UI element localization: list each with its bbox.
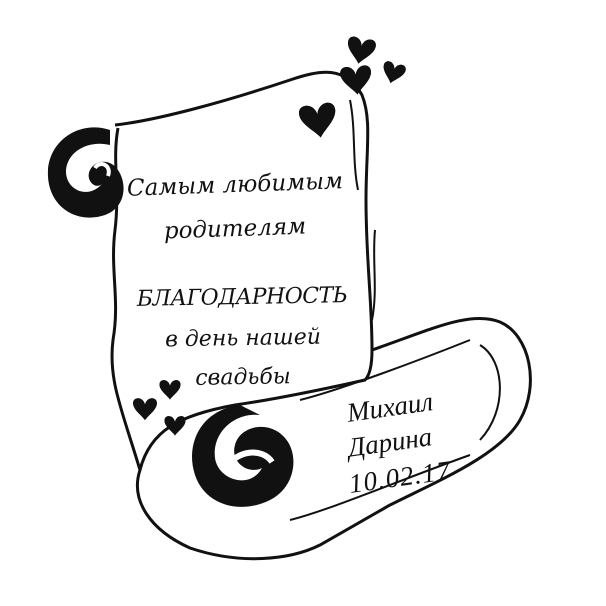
message-line-1: в день нашей <box>164 324 322 353</box>
message-line-2: свадьбы <box>195 364 291 391</box>
bottom-curl-highlight <box>222 449 275 472</box>
roll-lines <box>289 339 501 521</box>
top-curl <box>47 127 124 218</box>
paper-right-edge-detail <box>349 99 376 321</box>
message-heading: БЛАГОДАРНОСТЬ <box>136 283 348 312</box>
scroll-paper <box>114 70 532 561</box>
